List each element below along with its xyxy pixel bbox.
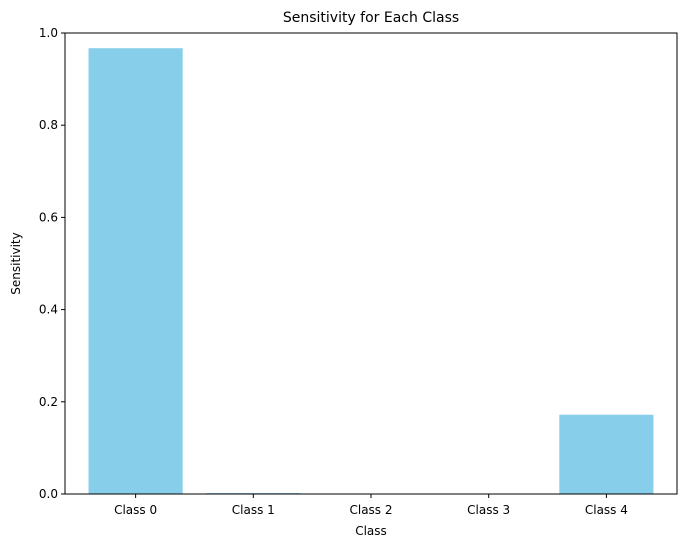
y-tick-label: 0.0 [39, 487, 58, 501]
y-tick-label: 0.4 [39, 303, 58, 317]
bars-group [88, 48, 654, 494]
x-tick-label: Class 1 [232, 503, 275, 517]
bar-class-4 [559, 414, 654, 494]
x-axis-ticks: Class 0 Class 1 Class 2 Class 3 Class 4 [114, 494, 628, 517]
y-tick-label: 0.8 [39, 118, 58, 132]
y-axis-ticks: 0.0 0.2 0.4 0.6 0.8 1.0 [39, 26, 65, 501]
chart-title: Sensitivity for Each Class [283, 10, 459, 26]
x-tick-label: Class 3 [467, 503, 510, 517]
y-tick-label: 0.6 [39, 210, 58, 224]
y-tick-label: 1.0 [39, 26, 58, 40]
bar-class-0 [88, 48, 183, 494]
x-tick-label: Class 4 [585, 503, 628, 517]
y-axis-label: Sensitivity [9, 232, 23, 294]
x-tick-label: Class 0 [114, 503, 157, 517]
x-axis-label: Class [355, 524, 387, 538]
x-tick-label: Class 2 [349, 503, 392, 517]
y-tick-label: 0.2 [39, 395, 58, 409]
